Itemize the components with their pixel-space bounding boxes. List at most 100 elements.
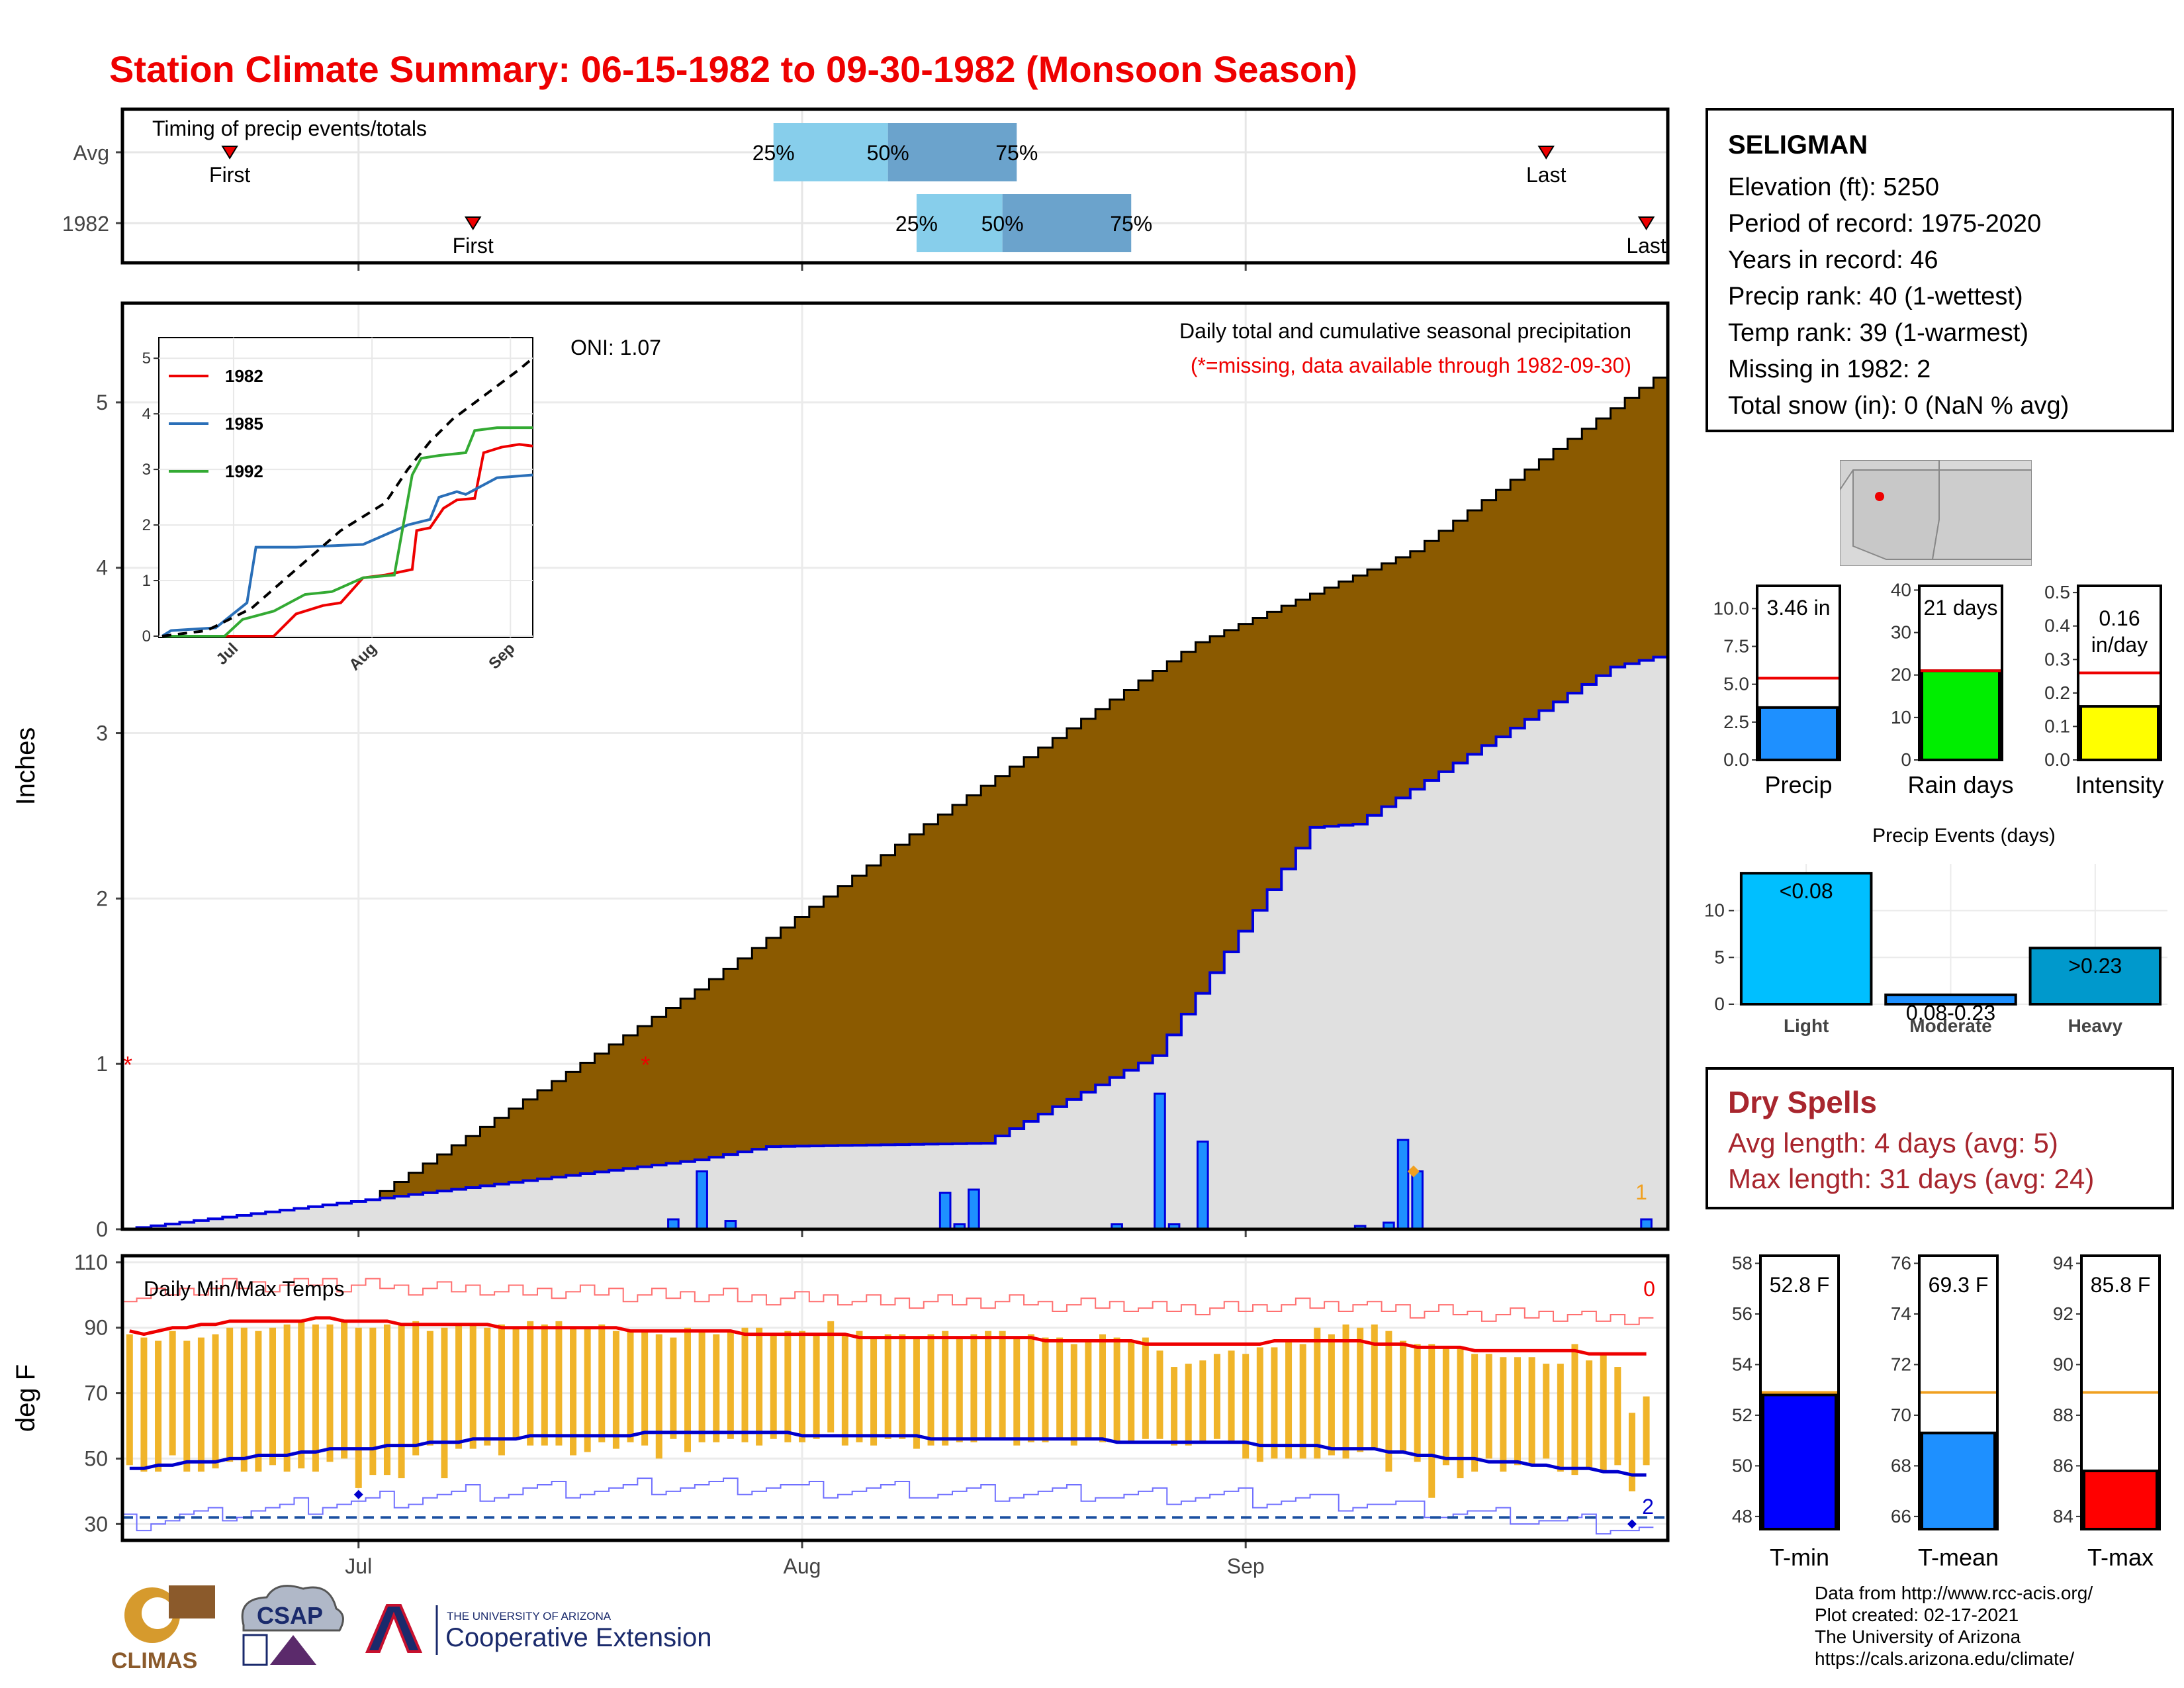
gauge-frame (2080, 1254, 2161, 1530)
daily-temp-bar (1600, 1354, 1607, 1472)
gauge-y-tick-label: 0.3 (2044, 649, 2070, 669)
gauge-y-tick-label: 5.0 (1723, 674, 1749, 694)
daily-temp-bar (1256, 1347, 1263, 1462)
daily-temp-bar (226, 1327, 234, 1462)
daily-temp-bar (670, 1337, 677, 1439)
daily-temp-bar (999, 1331, 1006, 1439)
inset-y-tick-label: 0 (142, 628, 151, 645)
events-category-label: Heavy (2068, 1015, 2123, 1036)
timing-q50-label: 50% (867, 141, 909, 165)
gauge-name-label: Intensity (2075, 771, 2163, 798)
ua-extension-text: Cooperative Extension (445, 1623, 711, 1652)
daily-temp-bar (612, 1331, 619, 1449)
timing-first-marker (464, 216, 482, 230)
gauge-y-tick-label: 10 (1891, 707, 1911, 727)
gauge-name-label: T-max (2087, 1544, 2154, 1571)
gauge-value-bar (2083, 1470, 2158, 1530)
daily-temp-bar (369, 1327, 377, 1476)
events-category-label: Moderate (1909, 1015, 1991, 1036)
daily-temp-bar (1171, 1367, 1178, 1446)
station-location-dot (1875, 492, 1884, 501)
record-max-line (122, 1278, 1654, 1325)
daily-temp-bar (1442, 1347, 1449, 1466)
temp-x-tick-label: Jul (345, 1554, 372, 1578)
gauge-y-tick-label: 54 (1732, 1354, 1752, 1374)
cum-y-tick-label: 1 (96, 1052, 108, 1076)
daily-temp-bar (355, 1327, 362, 1488)
gauge-name-label: Rain days (1907, 771, 2013, 798)
gauge-value-label: 85.8 F (2091, 1273, 2151, 1297)
ua-a-icon (365, 1604, 423, 1653)
gauge-frame (1918, 585, 2003, 761)
events-category-label: Light (1784, 1015, 1829, 1036)
daily-temp-bar (698, 1331, 705, 1442)
dry-spells-box: Dry Spells Avg length: 4 days (avg: 5) M… (1706, 1067, 2174, 1209)
daily-temp-bar (1070, 1344, 1077, 1446)
daily-temp-bar (1614, 1367, 1621, 1466)
credit-data-source: Data from http://www.rcc-acis.org/ (1815, 1583, 2093, 1603)
inset-series-line (161, 473, 533, 637)
dry-spells-avg: Avg length: 4 days (avg: 5) (1728, 1127, 2058, 1158)
daily-temp-bar (570, 1327, 577, 1456)
map-north (1840, 460, 1940, 491)
gauge-name-label: T-min (1770, 1544, 1829, 1571)
daily-temp-bar (970, 1334, 978, 1442)
climas-logo: CLIMAS (111, 1585, 215, 1673)
daily-temp-bar (655, 1334, 662, 1459)
cum-1982-area (122, 657, 1668, 1229)
timing-row-label: Avg (73, 141, 109, 165)
gauge-value-bar (1921, 669, 2001, 761)
timing-last-label: Last (1526, 163, 1567, 187)
events-bar-label: >0.23 (2068, 954, 2122, 978)
inset-series-line (162, 443, 533, 637)
gauge-y-tick-label: 0.0 (1723, 749, 1749, 770)
daily-temps-chart: 30 50 70 90 110 Jul Aug Sep Daily Min/Max Temps 0… (11, 1250, 1670, 1578)
daily-temp-bar (784, 1331, 792, 1442)
info-snow: Total snow (in): 0 (NaN % avg) (1728, 392, 2070, 420)
daily-precip-bar (1411, 1170, 1424, 1231)
temp-frame (120, 1254, 1670, 1542)
daily-temp-bar (1557, 1364, 1564, 1472)
inset-y-tick-label: 3 (142, 461, 151, 479)
gauge-value-label: 21 days (1923, 596, 1997, 620)
timing-q75-label: 75% (1110, 212, 1152, 236)
cum-y-tick-label: 3 (96, 722, 108, 745)
csap-text: CSAP (257, 1602, 323, 1629)
timing-title: Timing of precip events/totals (152, 117, 427, 140)
gauge-y-tick-label: 7.5 (1723, 635, 1749, 656)
temp-y-tick-label: 90 (84, 1316, 108, 1340)
gauge-y-tick-label: 72 (1891, 1354, 1911, 1374)
cum-y-tick-label: 4 (96, 556, 108, 580)
daily-temp-bar (498, 1324, 505, 1456)
cum-frame (120, 301, 1670, 1231)
gauge-y-tick-label: 92 (2053, 1303, 2073, 1324)
gauge-frame (1759, 1254, 1840, 1530)
temp-x-tick-label: Sep (1227, 1554, 1265, 1578)
daily-temp-bar (341, 1321, 348, 1459)
cum-y-tick-label: 5 (96, 391, 108, 414)
daily-temp-bar (827, 1321, 835, 1432)
daily-temp-bar (541, 1324, 548, 1446)
map-new-mexico (1931, 469, 2032, 560)
daily-temp-bar (155, 1340, 162, 1472)
daily-temp-bar (1085, 1340, 1092, 1439)
daily-precip-bar (968, 1188, 980, 1231)
daily-temp-bar (1543, 1364, 1550, 1459)
daily-temp-bar (441, 1327, 448, 1479)
timing-q25-label: 25% (895, 212, 938, 236)
tmax-gauge: 84 86 88 90 92 94 85.8 F T-max (2053, 1252, 2161, 1571)
events-y-tick-label: 5 (1714, 947, 1725, 967)
events-bar-label: <0.08 (1780, 879, 1833, 903)
daily-temp-bar (183, 1340, 191, 1472)
daily-temp-bar (1471, 1354, 1479, 1472)
temp-y-tick-label: 110 (74, 1250, 108, 1274)
gauge-y-tick-label: 86 (2053, 1455, 2073, 1476)
daily-temp-bar (856, 1331, 863, 1442)
cumulative-precip-chart: 0 1 2 3 4 5 * * 1 Daily total and cumulative seas… (11, 301, 1670, 1241)
credits: Data from http://www.rcc-acis.org/ Plot … (1815, 1582, 2093, 1669)
daily-precip-bar (1396, 1139, 1410, 1231)
daily-temp-bar (1500, 1357, 1507, 1472)
daily-temp-bar (1013, 1337, 1021, 1446)
gauge-frame (1918, 1254, 1999, 1530)
timing-last-label: Last (1626, 234, 1666, 258)
